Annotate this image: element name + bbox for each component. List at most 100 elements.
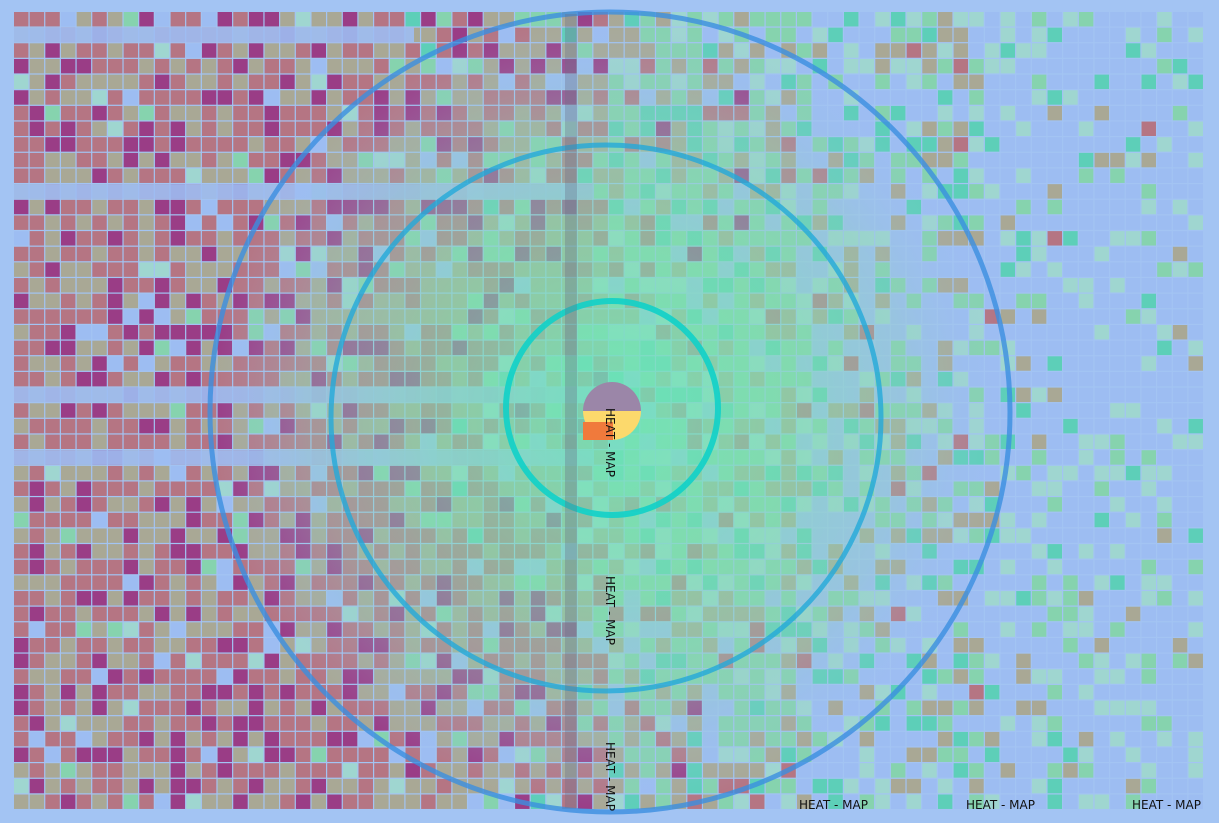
heatmap-cell <box>107 137 123 152</box>
heatmap-cell <box>890 74 906 90</box>
heatmap-cell <box>1047 450 1063 465</box>
heatmap-cell <box>1110 43 1125 58</box>
heatmap-cell <box>233 716 248 731</box>
heatmap-cell <box>1188 434 1203 449</box>
heatmap-cell <box>123 684 139 700</box>
heatmap-cell <box>170 716 186 731</box>
heatmap-cell <box>201 43 217 58</box>
heatmap-cell <box>248 90 264 105</box>
bottom-label-2: HEAT - MAP <box>966 798 1035 812</box>
heatmap-cell <box>280 700 295 716</box>
heatmap-cell <box>984 12 1000 27</box>
heatmap-cell <box>1031 137 1047 152</box>
heatmap-cell <box>1094 387 1109 403</box>
heatmap-cell <box>14 622 29 637</box>
heatmap-cell <box>1000 152 1016 168</box>
heatmap-cell <box>29 684 45 700</box>
heatmap-cell <box>1078 43 1094 58</box>
heatmap-cell <box>170 293 186 309</box>
heatmap-cell <box>374 58 389 74</box>
heatmap-cell <box>1157 58 1172 74</box>
heatmap-cell <box>14 231 29 246</box>
heatmap-cell <box>1031 512 1047 528</box>
heatmap-cell <box>969 12 984 27</box>
heatmap-cell <box>1063 716 1078 731</box>
heatmap-cell <box>906 90 922 105</box>
heatmap-cell <box>1000 591 1016 606</box>
heatmap-cell <box>92 669 107 684</box>
heatmap-cell <box>953 58 969 74</box>
heatmap-cell <box>154 199 170 215</box>
heatmap-cell <box>1172 403 1188 418</box>
heatmap-cell <box>1110 215 1125 230</box>
heatmap-cell <box>984 43 1000 58</box>
heatmap-cell <box>29 528 45 543</box>
heatmap-cell <box>201 58 217 74</box>
heatmap-cell <box>1078 638 1094 653</box>
heatmap-cell <box>984 638 1000 653</box>
heatmap-cell <box>1016 544 1031 559</box>
heatmap-cell <box>233 653 248 669</box>
heatmap-cell <box>1110 168 1125 183</box>
heatmap-cell <box>92 199 107 215</box>
heatmap-cell <box>374 747 389 762</box>
heatmap-cell <box>123 231 139 246</box>
heatmap-cell <box>170 90 186 105</box>
heatmap-cell <box>92 622 107 637</box>
heatmap-cell <box>1016 105 1031 121</box>
heatmap-cell <box>1031 544 1047 559</box>
heatmap-cell <box>186 591 201 606</box>
heatmap-cell <box>906 27 922 43</box>
heatmap-cell <box>1031 340 1047 356</box>
heatmap-cell <box>45 669 60 684</box>
heatmap-cell <box>60 90 76 105</box>
heatmap-cell <box>1000 622 1016 637</box>
heatmap-cell <box>186 747 201 762</box>
heatmap-cell <box>60 512 76 528</box>
heatmap-cell <box>29 231 45 246</box>
heatmap-cell <box>1016 700 1031 716</box>
heatmap-cell <box>1031 434 1047 449</box>
heatmap-cell <box>1188 653 1203 669</box>
heatmap-cell <box>154 653 170 669</box>
heatmap-cell <box>1094 403 1109 418</box>
heatmap-cell <box>76 168 92 183</box>
heatmap-cell <box>969 43 984 58</box>
heatmap-cell <box>1172 58 1188 74</box>
heatmap-cell <box>1016 12 1031 27</box>
heatmap-cell <box>154 434 170 449</box>
heatmap-cell <box>1125 74 1141 90</box>
heatmap-cell <box>217 700 233 716</box>
heatmap-cell <box>1188 43 1203 58</box>
heatmap-cell <box>1110 325 1125 340</box>
heatmap-cell <box>107 74 123 90</box>
heatmap-cell <box>233 591 248 606</box>
heatmap-cell <box>280 731 295 747</box>
heatmap-cell <box>186 481 201 496</box>
heatmap-cell <box>170 309 186 324</box>
heatmap-cell <box>906 700 922 716</box>
heatmap-cell <box>1000 137 1016 152</box>
heatmap-cell <box>1125 371 1141 387</box>
heatmap-cell <box>1016 575 1031 590</box>
heatmap-cell <box>922 43 937 58</box>
heatmap-cell <box>170 58 186 74</box>
heatmap-cell <box>1110 591 1125 606</box>
heatmap-cell <box>875 731 890 747</box>
heatmap-cell <box>154 121 170 136</box>
heatmap-cell <box>1078 387 1094 403</box>
heatmap-cell <box>139 591 154 606</box>
heatmap-cell <box>45 152 60 168</box>
heatmap-cell <box>1157 184 1172 199</box>
heatmap-cell <box>1188 575 1203 590</box>
heatmap-cell <box>45 591 60 606</box>
heatmap-cell <box>828 43 843 58</box>
heatmap-cell <box>14 512 29 528</box>
heatmap-cell <box>937 152 953 168</box>
heatmap-cell <box>92 152 107 168</box>
heatmap-cell <box>92 606 107 622</box>
heatmap-cell <box>1110 340 1125 356</box>
heatmap-cell <box>1016 653 1031 669</box>
heatmap-cell <box>154 168 170 183</box>
heatmap-cell <box>45 606 60 622</box>
